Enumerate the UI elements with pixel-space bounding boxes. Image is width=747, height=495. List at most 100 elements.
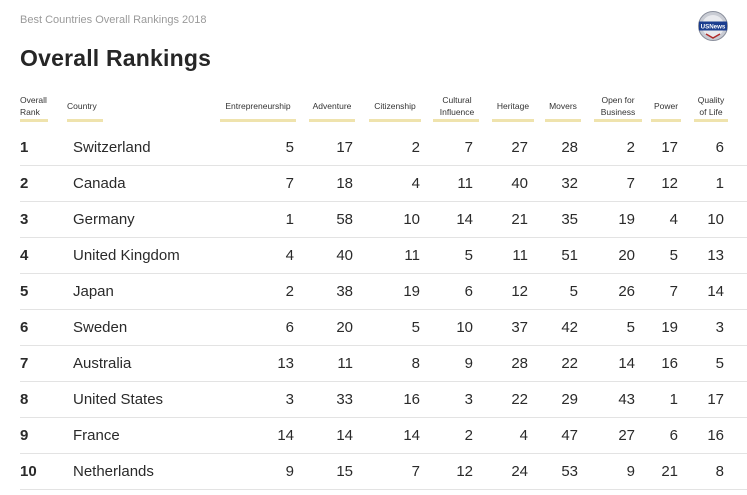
cell-movers: 22	[561, 355, 578, 372]
cell-power: 1	[669, 391, 678, 408]
header-rank[interactable]: Overall Rank	[20, 88, 56, 124]
header-open-line: Business	[600, 107, 636, 117]
header-power[interactable]: Power	[649, 88, 683, 124]
cell-entrepreneurship: 3	[285, 391, 294, 408]
table-row: 10 Netherlands 9 15 7 12 24 53 9 21 8	[0, 454, 747, 490]
header-quality-line: Quality	[697, 95, 725, 105]
header-adventure[interactable]: Adventure	[307, 88, 357, 124]
cell-cultural: 11	[457, 175, 473, 192]
usnews-logo-icon: USNews	[698, 11, 728, 41]
cell-power: 17	[661, 139, 678, 156]
cell-heritage: 24	[511, 463, 528, 480]
cell-movers: 35	[561, 211, 578, 228]
cell-adventure: 18	[336, 175, 353, 192]
cell-citizenship: 10	[403, 211, 420, 228]
header-quality-line: of Life	[699, 107, 723, 117]
cell-heritage: 4	[519, 427, 528, 444]
cell-entrepreneurship: 5	[285, 139, 294, 156]
cell-open: 43	[618, 391, 635, 408]
header-heritage-underline	[492, 119, 534, 122]
cell-rank: 5	[20, 283, 29, 300]
row-separator	[20, 489, 747, 490]
header-adventure-underline	[309, 119, 355, 122]
cell-quality: 13	[707, 247, 724, 264]
header-cultural[interactable]: Cultural Influence	[433, 88, 481, 124]
header-rank-line: Rank	[20, 107, 40, 117]
country-name: United States	[73, 391, 164, 408]
header-movers[interactable]: Movers	[543, 88, 583, 124]
cell-heritage: 27	[511, 139, 528, 156]
header-citizenship[interactable]: Citizenship	[367, 88, 423, 124]
cell-heritage: 40	[511, 175, 528, 192]
table-row: 5 Japan 2 38 19 6 12 5 26 7 14	[0, 274, 747, 310]
header-entrepreneurship-underline	[220, 119, 296, 122]
cell-power: 16	[661, 355, 678, 372]
header-power-line: Power	[653, 101, 679, 111]
header-citizenship-underline	[369, 119, 421, 122]
header-country-underline	[67, 119, 103, 122]
cell-citizenship: 19	[403, 283, 420, 300]
table-header: Overall Rank Country Entrepreneurship Advent…	[0, 88, 747, 124]
cell-rank: 9	[20, 427, 29, 444]
header-movers-line: Movers	[549, 101, 577, 111]
cell-power: 7	[669, 283, 678, 300]
cell-cultural: 12	[456, 463, 473, 480]
cell-quality: 16	[707, 427, 724, 444]
header-heritage[interactable]: Heritage	[491, 88, 535, 124]
cell-cultural: 7	[464, 139, 473, 156]
cell-rank: 3	[20, 211, 29, 228]
header-open-line: Open for	[601, 95, 635, 105]
cell-adventure: 33	[336, 391, 353, 408]
cell-citizenship: 11	[404, 247, 420, 264]
cell-entrepreneurship: 1	[285, 211, 294, 228]
header-rank-underline	[20, 119, 48, 122]
country-name: Japan	[73, 283, 114, 300]
cell-open: 5	[626, 319, 635, 336]
cell-adventure: 11	[337, 355, 353, 372]
cell-movers: 32	[561, 175, 578, 192]
row-separator	[20, 237, 747, 238]
cell-movers: 42	[561, 319, 578, 336]
row-separator	[20, 309, 747, 310]
country-name: Switzerland	[73, 139, 151, 156]
header-entrepreneurship[interactable]: Entrepreneurship	[219, 88, 297, 124]
cell-entrepreneurship: 13	[277, 355, 294, 372]
header-rank-line: Overall	[20, 95, 47, 105]
header-movers-underline	[545, 119, 581, 122]
row-separator	[20, 273, 747, 274]
cell-movers: 28	[561, 139, 578, 156]
header-heritage-line: Heritage	[496, 101, 530, 111]
cell-heritage: 12	[511, 283, 528, 300]
cell-power: 19	[661, 319, 678, 336]
cell-quality: 1	[715, 175, 724, 192]
header-country-line: Country	[67, 101, 97, 111]
table-row: 3 Germany 1 58 10 14 21 35 19 4 10	[0, 202, 747, 238]
cell-citizenship: 8	[411, 355, 420, 372]
cell-power: 6	[669, 427, 678, 444]
cell-heritage: 11	[512, 247, 528, 264]
header-open[interactable]: Open for Business	[592, 88, 644, 124]
cell-quality: 5	[715, 355, 724, 372]
country-name: United Kingdom	[73, 247, 180, 264]
cell-citizenship: 14	[403, 427, 420, 444]
cell-adventure: 17	[336, 139, 353, 156]
header-entrepreneurship-line: Entrepreneurship	[225, 101, 291, 111]
country-name: Canada	[73, 175, 126, 192]
header-quality[interactable]: Quality of Life	[691, 88, 731, 124]
cell-heritage: 28	[511, 355, 528, 372]
cell-movers: 53	[561, 463, 578, 480]
country-name: Germany	[73, 211, 135, 228]
header-country[interactable]: Country	[67, 88, 127, 124]
cell-quality: 3	[715, 319, 724, 336]
cell-quality: 17	[707, 391, 724, 408]
cell-citizenship: 5	[411, 319, 420, 336]
cell-open: 20	[618, 247, 635, 264]
cell-power: 21	[661, 463, 678, 480]
rankings-table: 1 Switzerland 5 17 2 7 27 28 2 17 6 2 Canada 7 18 4 11 40…	[0, 130, 747, 490]
table-row: 1 Switzerland 5 17 2 7 27 28 2 17 6	[0, 130, 747, 166]
cell-citizenship: 4	[411, 175, 420, 192]
cell-cultural: 2	[464, 427, 473, 444]
table-row: 4 United Kingdom 4 40 11 5 11 51 20 5 13	[0, 238, 747, 274]
cell-entrepreneurship: 7	[285, 175, 294, 192]
country-name: Sweden	[73, 319, 128, 336]
